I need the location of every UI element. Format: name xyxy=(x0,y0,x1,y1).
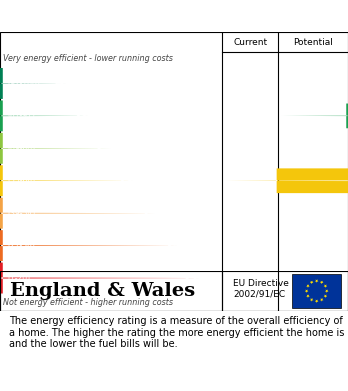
Polygon shape xyxy=(226,169,348,193)
Text: E: E xyxy=(142,206,154,220)
Polygon shape xyxy=(0,263,200,294)
Text: (55-68): (55-68) xyxy=(7,176,35,185)
Text: (69-80): (69-80) xyxy=(7,144,35,153)
Polygon shape xyxy=(324,285,327,288)
Polygon shape xyxy=(0,133,111,164)
Text: A: A xyxy=(53,77,65,90)
Text: (81-91): (81-91) xyxy=(7,111,35,120)
Polygon shape xyxy=(305,289,308,293)
Polygon shape xyxy=(0,68,66,99)
Text: EU Directive
2002/91/EC: EU Directive 2002/91/EC xyxy=(233,279,289,299)
Text: Energy Efficiency Rating: Energy Efficiency Rating xyxy=(9,9,219,23)
Text: The energy efficiency rating is a measure of the overall efficiency of a home. T: The energy efficiency rating is a measur… xyxy=(9,316,344,349)
Text: England & Wales: England & Wales xyxy=(10,282,196,300)
Bar xyxy=(292,274,341,308)
Polygon shape xyxy=(0,100,89,131)
Text: Very energy efficient - lower running costs: Very energy efficient - lower running co… xyxy=(3,54,173,63)
Text: (92-100): (92-100) xyxy=(7,79,40,88)
Polygon shape xyxy=(0,230,177,261)
Polygon shape xyxy=(310,281,314,284)
Polygon shape xyxy=(315,280,318,283)
Text: (39-54): (39-54) xyxy=(7,209,35,218)
Polygon shape xyxy=(320,281,324,284)
Text: Not energy efficient - higher running costs: Not energy efficient - higher running co… xyxy=(3,298,174,307)
Polygon shape xyxy=(324,294,327,298)
Polygon shape xyxy=(315,300,318,303)
Polygon shape xyxy=(306,285,310,288)
Polygon shape xyxy=(320,298,324,301)
Polygon shape xyxy=(306,294,310,298)
Polygon shape xyxy=(0,165,133,196)
Polygon shape xyxy=(310,298,314,301)
Text: F: F xyxy=(165,239,176,253)
Polygon shape xyxy=(0,198,156,229)
Polygon shape xyxy=(325,289,329,293)
Text: Potential: Potential xyxy=(293,38,333,47)
Text: C: C xyxy=(97,141,109,155)
Text: (21-38): (21-38) xyxy=(7,241,35,250)
Text: B: B xyxy=(74,109,87,123)
Text: D: D xyxy=(118,174,132,188)
Polygon shape xyxy=(282,104,348,128)
Text: G: G xyxy=(185,271,198,285)
Text: (1-20): (1-20) xyxy=(7,274,30,283)
Text: Current: Current xyxy=(233,38,267,47)
